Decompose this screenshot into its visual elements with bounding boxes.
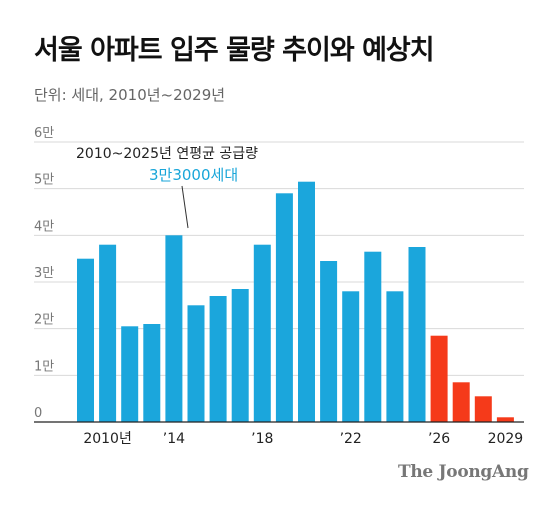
bar-2018 [253,244,271,422]
bar-2013 [143,324,161,422]
y-tick-label: 2만 [34,313,54,328]
bar-2012 [121,326,139,422]
bar-2015 [187,305,205,422]
y-tick-labels: 0 1만 2만 3만 4만 5만 6만 [34,126,54,421]
annotation-value: 3만3000세대 [149,166,238,184]
y-tick-label: 4만 [34,219,54,234]
bar-2026 [430,335,448,422]
bar-2017 [231,289,249,422]
y-tick-label: 1만 [34,359,54,374]
bar-2024 [386,291,404,422]
bar-2028 [474,396,492,422]
y-tick-label: 5만 [34,173,54,188]
y-tick-label: 3만 [34,266,54,281]
bars [77,181,514,422]
bar-2025 [408,247,426,422]
bar-2022 [342,291,360,422]
annotation: 2010~2025년 연평균 공급량 3만3000세대 [76,146,258,229]
bar-2019 [275,193,293,422]
bar-2010 [77,258,94,422]
x-tick-label: ’14 [163,431,185,447]
unit-note: 단위: 세대, 2010년~2029년 [34,86,226,104]
annotation-label: 2010~2025년 연평균 공급량 [76,146,258,162]
y-tick-label: 6만 [34,126,54,141]
x-tick-labels: 2010년 ’14 ’18 ’22 ’26 2029 [83,431,523,447]
y-tick-label: 0 [34,406,42,421]
x-tick-label: ’26 [428,431,450,447]
publisher-logo: The JoongAng [398,462,529,482]
bar-2016 [209,296,227,422]
bar-2029 [496,417,514,422]
x-tick-label: ’22 [340,431,362,447]
x-tick-label: 2029 [488,431,524,447]
bar-2021 [320,261,338,422]
bar-2011 [99,244,117,422]
bar-2023 [364,251,382,422]
bar-2027 [452,382,470,422]
bar-2020 [298,181,315,422]
annotation-pointer [181,185,189,229]
x-tick-label: 2010년 [83,431,132,447]
chart-title: 서울 아파트 입주 물량 추이와 예상치 [34,35,435,66]
x-tick-label: ’18 [251,431,273,447]
bar-2014 [165,235,183,422]
